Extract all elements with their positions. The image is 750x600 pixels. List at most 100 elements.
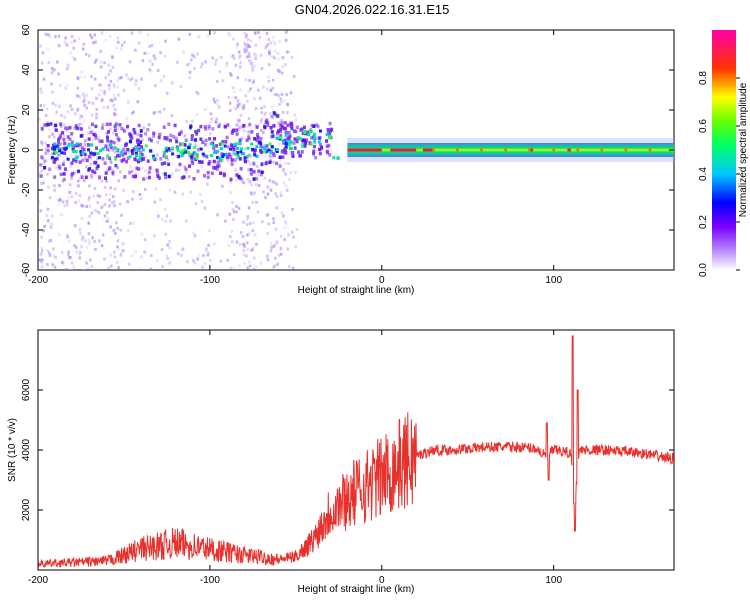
spectrogram-ridge-blob [255,145,259,149]
spectrogram-speckle [231,54,235,58]
spectrogram-speckle [195,90,198,94]
spectrogram-cluster [100,139,104,143]
spectrogram-cluster [213,137,217,141]
spectrogram-cluster [89,130,93,135]
spectrogram-speckle [106,211,109,215]
spectrogram-cluster [55,156,59,161]
spectrogram-cluster [208,160,212,164]
spectrogram-cluster [172,134,176,139]
spectrogram-speckle [40,260,43,264]
spectrogram-speckle [113,93,116,97]
spectrogram-speckle [125,199,128,203]
spectrogram-speckle [81,237,84,241]
spectrogram-speckle [193,142,197,146]
spectrogram-speckle [236,119,240,123]
spectrogram-speckle [259,97,262,101]
spectrogram-speckle [90,36,93,40]
spectrogram-cluster [317,136,321,140]
spectrogram-speckle [254,53,258,57]
spectrogram-speckle [125,73,128,77]
spectrogram-ridge-blob [278,136,282,140]
spectrogram-speckle [231,96,234,100]
spectrogram-speckle [267,37,271,41]
spectrogram-speckle [188,175,191,179]
spectrogram-speckle [216,99,219,103]
spectrogram-speckle [258,96,262,100]
spectrogram-ridge-blob [67,142,71,146]
spectrogram-speckle [232,37,235,41]
spectrogram-speckle [66,233,69,237]
spectrogram-speckle [111,131,115,135]
spectrogram-cluster [167,162,171,167]
spectrogram-ridge-blob [166,147,170,151]
spectrogram-cluster [139,133,143,138]
spectrogram-speckle [136,133,139,137]
spectrogram-speckle [279,234,283,238]
spectrogram-speckle [292,235,295,239]
spectrogram-cluster [278,155,282,160]
spectrogram-speckle [84,52,88,56]
spectrogram-cluster [104,176,108,180]
spectrogram-speckle [254,265,258,269]
spectrogram-cluster [276,114,280,118]
spectrogram-cluster [255,177,259,181]
spectrogram-speckle [102,123,105,127]
spectrogram-speckle [161,265,164,269]
spectrogram-ridge-blob [239,150,243,154]
spectrogram-cluster [312,124,316,128]
spectrogram-cluster [114,122,118,126]
spectrogram-cluster [196,169,200,173]
spectrogram-peak-dot [528,148,532,152]
spectrogram-speckle [252,267,256,270]
spectrogram-cluster [95,166,99,171]
spectrogram-speckle [276,262,279,266]
spectrogram-y-label: Frequency (Hz) [7,116,18,185]
spectrogram-speckle [150,70,153,74]
spectrogram-speckle [166,257,169,261]
spectrogram-speckle [236,105,240,109]
spectrogram-speckle [96,157,99,161]
spectrogram-speckle [280,92,284,96]
spectrogram-cluster [328,153,332,157]
spectrogram-speckle [218,70,222,74]
colorbar-tick-label: 0.6 [698,119,709,133]
spectrogram-speckle [103,185,107,189]
spectrogram-speckle [99,89,103,93]
spectrogram-speckle [272,217,275,221]
spectrogram-cluster [287,137,291,141]
spectrogram-cluster [124,143,128,147]
spectrogram-cluster [70,161,74,165]
spectrogram-speckle [117,151,120,155]
spectrogram-speckle [274,192,277,196]
spectrogram-speckle [260,106,263,110]
spectrogram-cluster [269,126,273,130]
spectrogram-cluster [165,137,169,142]
spectrogram-speckle [257,31,260,35]
spectrogram-speckle [58,104,61,108]
spectrogram-speckle [160,79,163,83]
spectrogram-speckle [78,194,82,198]
spectrogram-ridge-blob [179,151,183,155]
spectrogram-speckle [57,198,61,202]
spectrogram-speckle [138,268,142,270]
spectrogram-peak-dot [504,148,508,152]
spectrogram-cluster [114,132,118,137]
spectrogram-speckle [264,196,267,200]
spectrogram-speckle [119,228,122,232]
spectrogram-speckle [259,154,263,158]
spectrogram-speckle [58,233,61,237]
spectrogram-cluster [128,132,132,136]
spectrogram-cluster [275,161,279,166]
spectrogram-ridge-blob [97,156,101,160]
spectrogram-speckle [63,204,67,208]
spectrogram-speckle [242,47,246,51]
spectrogram-cluster [91,169,95,173]
spectrogram-speckle [241,235,245,239]
snr-y-tick-label: 6000 [21,378,32,401]
spectrogram-speckle [243,245,246,249]
spectrogram-speckle [169,219,172,223]
spectrogram-cluster [263,124,267,129]
spectrogram-speckle [176,252,180,256]
spectrogram-ridge-blob [54,151,58,155]
